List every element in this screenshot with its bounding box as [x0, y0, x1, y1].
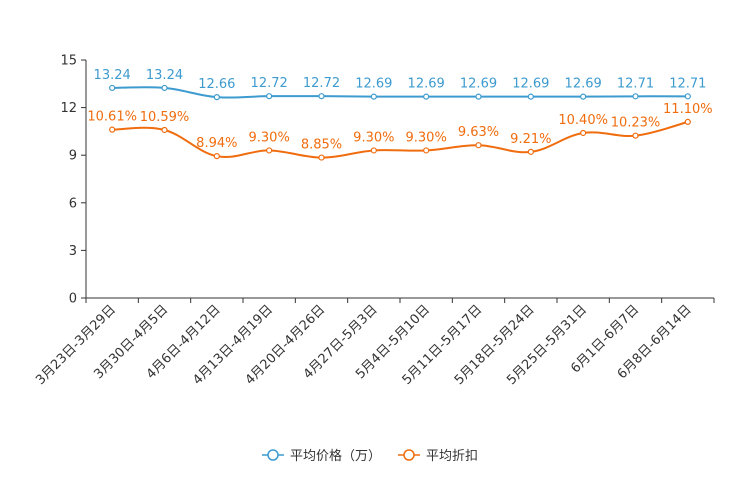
- data-label: 10.61%: [87, 110, 137, 125]
- data-point: [475, 142, 482, 149]
- data-label: 12.69: [355, 77, 392, 92]
- data-point: [632, 93, 639, 100]
- y-tick-label: 9: [69, 149, 77, 164]
- data-label: 12.69: [408, 77, 445, 92]
- data-label: 12.71: [617, 76, 654, 91]
- data-label: 10.59%: [140, 110, 190, 125]
- y-tick-label: 0: [69, 292, 77, 307]
- data-point: [370, 93, 377, 100]
- data-label: 8.85%: [301, 138, 342, 153]
- data-label: 10.40%: [558, 113, 608, 128]
- data-point: [527, 148, 534, 155]
- data-label: 11.10%: [663, 102, 713, 117]
- series-line-1: [112, 86, 688, 99]
- data-point: [684, 93, 691, 100]
- data-label: 13.24: [94, 68, 131, 83]
- data-label: 9.21%: [510, 132, 551, 147]
- data-label: 9.63%: [458, 125, 499, 140]
- data-label: 13.24: [146, 68, 183, 83]
- legend-label: 平均折扣: [426, 449, 478, 464]
- legend-marker: [403, 449, 415, 461]
- data-point: [318, 93, 325, 100]
- data-point: [266, 93, 273, 100]
- data-point: [213, 153, 220, 160]
- data-label: 9.30%: [249, 130, 290, 145]
- data-label: 9.30%: [406, 130, 447, 145]
- data-point: [213, 94, 220, 101]
- data-point: [161, 126, 168, 134]
- data-label: 12.66: [198, 77, 235, 92]
- data-point: [109, 84, 116, 92]
- legend-marker: [267, 449, 279, 461]
- data-label: 12.71: [669, 76, 706, 91]
- data-label: 9.30%: [353, 130, 394, 145]
- data-point: [370, 147, 377, 154]
- data-point: [109, 126, 116, 133]
- data-point: [475, 93, 482, 100]
- data-label: 8.94%: [196, 136, 237, 151]
- data-point: [266, 147, 273, 154]
- data-point: [161, 84, 168, 92]
- data-point: [423, 147, 430, 154]
- legend-label: 平均价格（万）: [290, 448, 381, 464]
- data-point: [527, 93, 534, 100]
- data-point: [632, 132, 639, 139]
- data-label: 12.69: [565, 77, 602, 92]
- data-point: [684, 118, 691, 125]
- y-tick-label: 12: [60, 101, 77, 116]
- data-point: [318, 154, 325, 161]
- data-point: [423, 93, 430, 100]
- data-label: 10.23%: [611, 116, 661, 131]
- series-line-2: [112, 120, 689, 159]
- data-label: 12.69: [512, 77, 549, 92]
- data-point: [580, 93, 587, 100]
- data-label: 12.69: [460, 77, 497, 92]
- y-tick-label: 15: [60, 54, 77, 69]
- data-label: 12.72: [303, 76, 340, 91]
- data-point: [580, 129, 587, 137]
- y-tick-label: 6: [69, 196, 77, 211]
- data-label: 12.72: [251, 76, 288, 91]
- y-tick-label: 3: [69, 244, 77, 259]
